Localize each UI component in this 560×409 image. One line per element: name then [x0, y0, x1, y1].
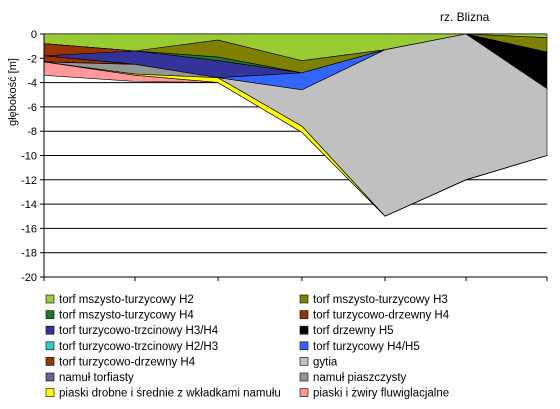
legend-label: torf turzycowo-drzewny H4 [59, 356, 196, 368]
legend-label: torf turzycowo-drzewny H4 [313, 310, 450, 322]
y-axis-title: głębokość [m] [7, 58, 19, 126]
legend-swatch [299, 341, 309, 351]
legend-swatch [299, 388, 309, 397]
legend-label: torf turzycowo-trzcinowy H3/H4 [59, 325, 219, 337]
y-tick-label: -6 [27, 102, 37, 114]
legend-label: torf mszysto-turzycowy H3 [313, 294, 448, 306]
legend-label: torf drzewny H5 [313, 325, 394, 337]
legend-swatch [299, 372, 309, 382]
y-tick-label: -8 [27, 126, 37, 138]
legend-swatch [45, 294, 55, 304]
legend-swatch [299, 325, 309, 335]
y-tick-label: -20 [21, 272, 37, 284]
y-tick-label: 0 [31, 29, 37, 41]
y-tick-label: -10 [21, 151, 37, 163]
y-tick-label: -14 [21, 199, 37, 211]
legend-swatch [45, 388, 55, 397]
legend-swatch [45, 341, 55, 351]
layers-layer [43, 33, 548, 217]
legend-label: gytia [313, 356, 338, 368]
legend-swatch [45, 310, 55, 319]
y-tick-label: -2 [27, 53, 37, 65]
legend-swatch [299, 310, 309, 319]
legend-label: torf turzycowy H4/H5 [313, 341, 420, 353]
legend-label: torf turzycowo-trzcinowy H2/H3 [59, 341, 218, 353]
legend: torf mszysto-turzycowy H2 torf mszysto-tu… [45, 294, 450, 400]
legend-swatch [299, 357, 309, 366]
y-tick-label: -4 [27, 78, 37, 90]
legend-label: namuł torfiasty [59, 372, 134, 384]
legend-swatch [45, 325, 55, 335]
y-tick-label: -12 [21, 175, 37, 187]
ticks-layer: 0 -2 -4 -6 -8 -10 -12 -14 -16 -18 -20 [21, 29, 548, 284]
legend-label: piaski drobne i średnie z wkładkami namu… [59, 388, 281, 400]
annotation-rz-blizna: rz. Blizna [440, 10, 490, 24]
layer-area-13 [43, 61, 548, 217]
y-tick-label: -16 [21, 223, 37, 235]
legend-swatch [45, 372, 55, 382]
legend-label: piaski i żwiry fluwiglacjalne [313, 388, 449, 400]
legend-swatch [299, 294, 309, 304]
legend-label: torf mszysto-turzycowy H4 [59, 310, 194, 322]
legend-swatch [45, 357, 55, 366]
y-tick-label: -18 [21, 248, 37, 260]
legend-label: torf mszysto-turzycowy H2 [59, 294, 194, 306]
legend-label: namuł piaszczysty [313, 372, 407, 384]
